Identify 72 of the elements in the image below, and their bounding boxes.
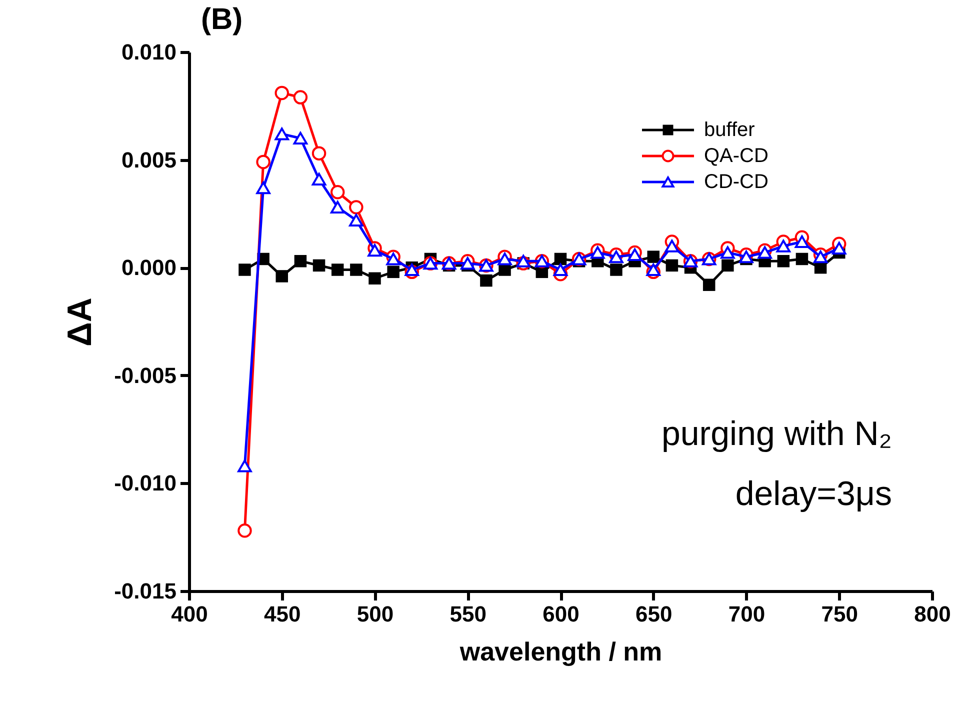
point	[722, 259, 734, 272]
x-tick-label: 550	[450, 602, 486, 626]
point	[238, 524, 252, 538]
point	[758, 246, 772, 259]
point	[238, 264, 251, 276]
point	[368, 244, 382, 257]
point	[349, 214, 364, 226]
point	[256, 182, 270, 194]
y-tick-label: -0.015	[114, 578, 176, 604]
point	[349, 200, 364, 214]
point	[516, 254, 530, 268]
point	[666, 259, 678, 272]
point	[256, 154, 270, 170]
x-tick-label: 750	[821, 602, 858, 626]
y-axis-title: ΔA	[61, 298, 100, 346]
point	[813, 250, 828, 264]
y-tick-label: -0.010	[114, 470, 176, 496]
x-tick-label: 800	[914, 602, 951, 626]
text: (B)	[201, 3, 243, 36]
y-tick-label: 0.000	[121, 255, 176, 280]
point	[776, 240, 791, 252]
point	[794, 235, 810, 248]
point	[294, 255, 307, 268]
point	[553, 263, 568, 276]
x-tick-label: 400	[171, 602, 208, 626]
x-tick-label: 600	[542, 602, 580, 626]
point	[293, 132, 308, 145]
point	[274, 86, 289, 100]
legend-label: CD-CD	[704, 171, 768, 193]
x-tick-label: 700	[728, 602, 766, 626]
point	[386, 252, 400, 266]
point	[480, 274, 492, 287]
point	[796, 252, 808, 266]
legend-label: QA-CD	[704, 145, 768, 167]
point	[312, 172, 326, 186]
point	[498, 252, 512, 266]
legend-label: buffer	[704, 119, 756, 141]
point	[832, 242, 846, 254]
annotation: purging with N₂	[661, 415, 892, 453]
point	[368, 272, 381, 285]
point	[554, 252, 567, 266]
point	[274, 128, 289, 140]
point	[610, 264, 622, 276]
point	[330, 185, 345, 200]
point	[276, 270, 288, 282]
y-tick-label: 0.010	[121, 40, 176, 64]
point	[777, 255, 790, 268]
point	[664, 240, 680, 252]
point	[331, 264, 344, 276]
point	[293, 90, 308, 104]
point	[646, 263, 660, 276]
x-tick-label: 450	[264, 602, 301, 626]
point	[628, 248, 642, 261]
point	[460, 256, 475, 270]
point	[609, 250, 624, 264]
point	[590, 246, 605, 259]
point	[647, 250, 660, 263]
point	[330, 200, 345, 214]
point	[312, 259, 326, 272]
annotation: delay=3μs	[735, 475, 892, 513]
x-tick-label: 500	[356, 602, 394, 626]
x-tick-label: 650	[636, 602, 672, 626]
y-tick-label: -0.005	[114, 362, 176, 388]
point	[720, 246, 735, 259]
point	[312, 146, 326, 160]
point	[350, 264, 362, 276]
y-tick-label: 0.005	[121, 147, 176, 172]
point	[387, 266, 400, 278]
point	[404, 263, 420, 276]
point	[702, 278, 716, 291]
point	[238, 460, 252, 472]
x-axis-title: wavelength / nm	[458, 636, 662, 666]
